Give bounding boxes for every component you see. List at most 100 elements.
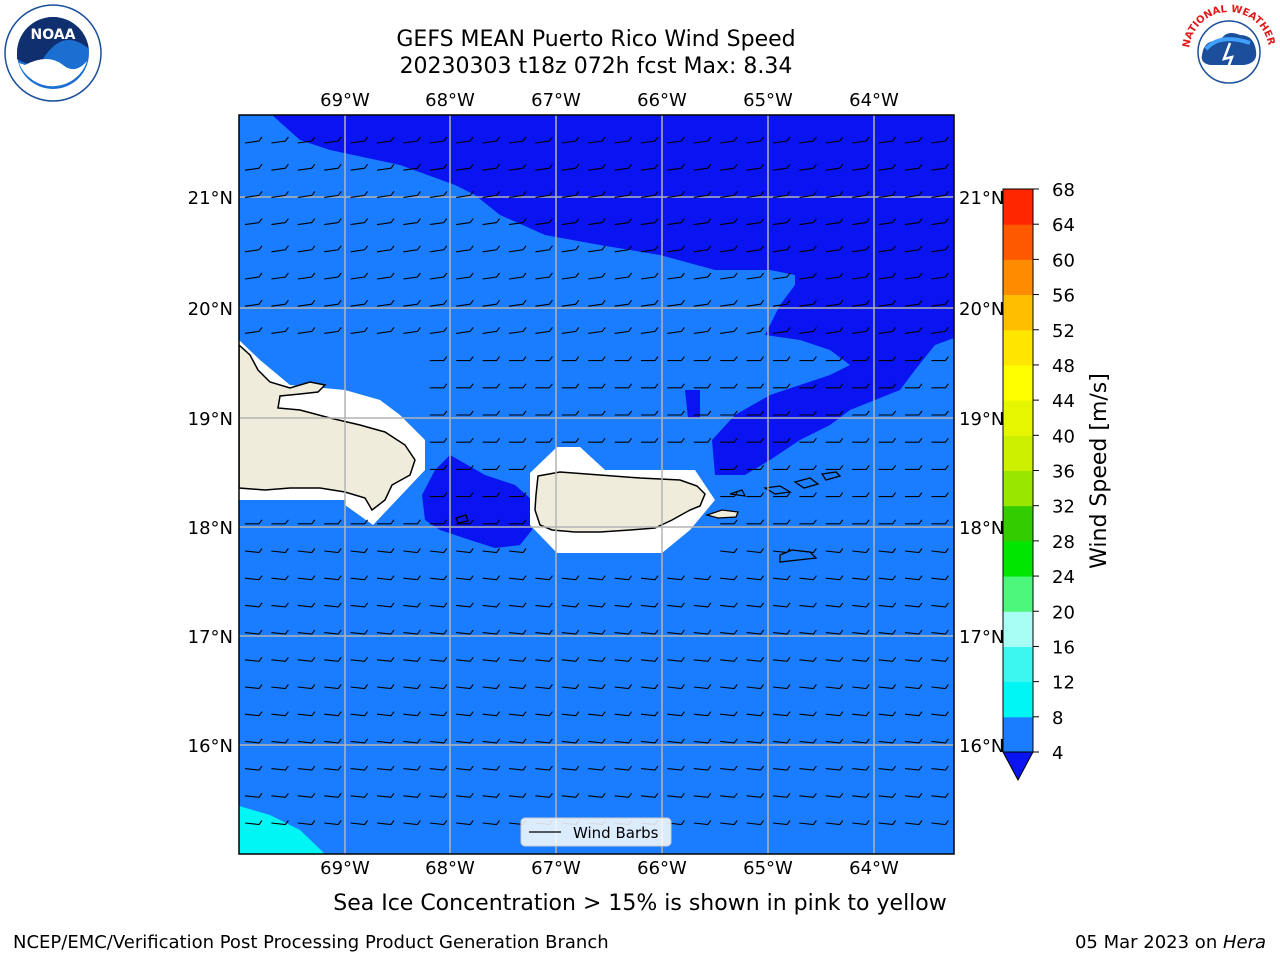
wind-barb xyxy=(456,792,474,798)
wind-barb xyxy=(825,492,844,498)
wind-barb xyxy=(931,738,949,744)
wind-barb xyxy=(508,602,527,608)
wind-barb xyxy=(588,383,606,389)
colorbar-tick-label: 36 xyxy=(1052,462,1075,483)
colorbar-segment xyxy=(1003,470,1033,507)
wind-barb xyxy=(244,629,263,635)
wind-barb xyxy=(376,327,395,334)
wind-barb xyxy=(931,299,949,307)
wind-barb xyxy=(297,299,316,307)
wind-barb xyxy=(429,136,448,144)
wind-barb xyxy=(772,711,791,717)
wind-barb xyxy=(852,410,870,416)
wind-barb xyxy=(429,575,448,581)
wind-barb xyxy=(667,711,685,717)
wind-barb xyxy=(429,218,448,226)
wind-barb xyxy=(482,575,501,581)
wind-barb xyxy=(720,410,738,416)
wind-barb xyxy=(376,272,395,280)
wind-barb xyxy=(799,218,817,226)
wind-barb xyxy=(931,136,949,144)
wind-barb xyxy=(878,519,897,525)
wind-barb xyxy=(799,437,817,443)
wind-barb xyxy=(271,191,289,198)
wind-barb xyxy=(799,492,817,498)
wind-barb xyxy=(429,383,448,389)
wind-barb xyxy=(614,629,633,635)
wind-barb xyxy=(588,684,606,690)
wind-barb xyxy=(825,519,844,525)
wind-barb xyxy=(772,602,791,608)
wind-barb xyxy=(640,136,659,144)
wind-barb xyxy=(508,327,527,334)
wind-barb xyxy=(324,548,342,554)
wind-barb xyxy=(852,656,870,662)
wind-barb xyxy=(720,383,738,389)
wind-barb xyxy=(641,356,659,362)
wind-barb xyxy=(271,327,289,334)
wind-barb xyxy=(852,437,870,443)
wind-barb xyxy=(852,738,870,744)
wind-barb xyxy=(640,792,659,798)
lat-label-right: 18°N xyxy=(959,518,1004,539)
wind-barb xyxy=(245,519,263,525)
wind-barb xyxy=(297,765,316,771)
wind-barb xyxy=(773,465,791,470)
wind-barb xyxy=(904,629,923,635)
wind-barb xyxy=(904,792,923,798)
wind-barb xyxy=(376,245,395,253)
wind-barb xyxy=(244,548,263,554)
wind-barb xyxy=(799,629,817,635)
wind-barb xyxy=(271,136,289,144)
wind-barb xyxy=(667,356,685,362)
wind-barb xyxy=(324,656,342,662)
wind-barb xyxy=(746,684,765,690)
wind-barb xyxy=(720,465,738,470)
wind-barb xyxy=(614,575,633,581)
wind-barb xyxy=(403,629,421,635)
wind-barb xyxy=(508,575,527,581)
wind-barb xyxy=(904,765,923,771)
wind-barb xyxy=(297,711,316,717)
lon-label-top: 66°W xyxy=(637,90,687,111)
lat-label-left: 21°N xyxy=(188,188,233,209)
wind-barb xyxy=(852,684,870,690)
wind-barb xyxy=(297,792,316,798)
wind-barb xyxy=(429,327,448,334)
wind-barb xyxy=(376,191,395,198)
wind-barb xyxy=(852,492,870,498)
wind-barb xyxy=(271,792,289,798)
wind-barb xyxy=(772,136,791,144)
wind-barb xyxy=(931,163,949,171)
wind-barb xyxy=(878,765,897,771)
wind-barb xyxy=(931,272,949,280)
land-mona-island xyxy=(455,514,469,524)
wind-barb xyxy=(561,272,580,280)
wind-barb xyxy=(271,163,289,171)
wind-barb xyxy=(535,684,553,690)
map-subtitle: 20230303 t18z 072h fcst Max: 8.34 xyxy=(399,54,793,79)
wind-barb xyxy=(535,272,553,280)
wind-barb xyxy=(376,711,395,717)
colorbar-segment xyxy=(1003,224,1033,260)
wind-barb xyxy=(641,410,659,416)
wind-barb xyxy=(350,218,369,226)
wind-barb xyxy=(535,136,553,144)
wind-barb xyxy=(509,410,527,416)
wind-barb xyxy=(931,684,949,690)
wind-barb xyxy=(852,136,870,144)
wind-barb xyxy=(931,383,949,389)
wind-barb xyxy=(614,437,633,443)
wind-barb xyxy=(482,163,501,171)
wind-barb xyxy=(720,327,738,334)
wind-barb xyxy=(324,602,342,608)
wind-barb xyxy=(350,684,369,690)
colorbar-segment xyxy=(1003,611,1033,647)
wind-barb xyxy=(667,602,685,608)
wind-field-below-4-spot xyxy=(685,390,700,418)
wind-barb xyxy=(456,356,474,362)
wind-barb xyxy=(561,163,580,171)
wind-barb xyxy=(244,738,263,744)
wind-barb xyxy=(324,765,342,771)
wind-barb xyxy=(508,299,527,307)
